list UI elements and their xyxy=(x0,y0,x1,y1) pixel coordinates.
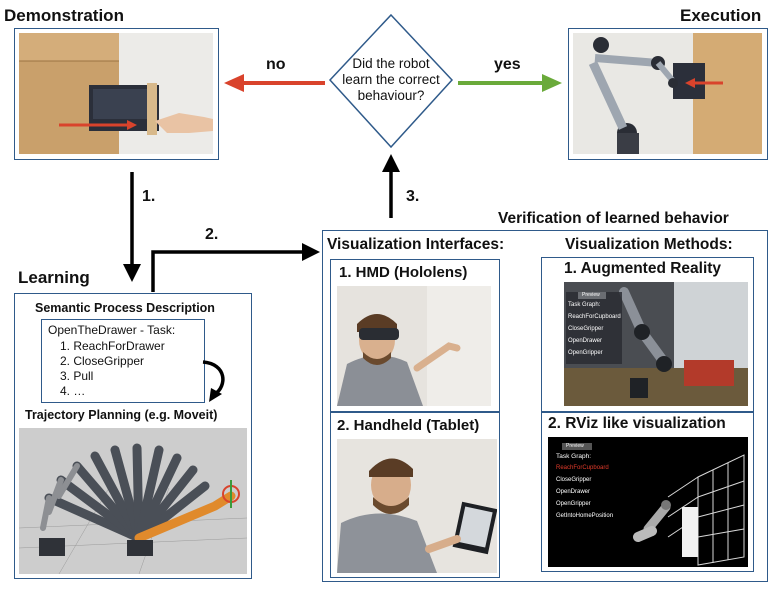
learning-title: Learning xyxy=(18,268,90,287)
handheld-box: 2. Handheld (Tablet) xyxy=(330,412,500,578)
ar-panel-item: CloseGripper xyxy=(568,326,604,332)
step-1-label: 1. xyxy=(142,188,156,205)
yes-label: yes xyxy=(494,56,521,73)
decision-line-3: behaviour? xyxy=(357,88,425,103)
execution-title: Execution xyxy=(680,6,762,25)
rviz-panel-title: Task Graph: xyxy=(556,453,592,460)
demonstration-title: Demonstration xyxy=(4,6,124,25)
methods-title: Visualization Methods: xyxy=(565,236,733,253)
hmd-photo xyxy=(337,286,491,406)
task-list-box: OpenTheDrawer - Task: 1. ReachForDrawer … xyxy=(41,319,205,403)
task-item: 3. Pull xyxy=(60,369,94,383)
step-2-label: 2. xyxy=(205,226,219,243)
task-item: 2. CloseGripper xyxy=(60,354,145,368)
execution-photo xyxy=(573,33,762,154)
ar-image: Preview Task Graph: ReachForCupboard Clo… xyxy=(564,282,748,406)
decision-text: Did the robot learn the correct behaviou… xyxy=(330,56,452,104)
trajectory-image xyxy=(19,428,247,574)
demonstration-photo xyxy=(19,33,213,154)
hmd-box: 1. HMD (Hololens) xyxy=(330,259,500,412)
learning-box: Semantic Process Description OpenTheDraw… xyxy=(14,293,252,579)
rviz-panel-item: GetIntoHomePosition xyxy=(556,513,614,519)
rviz-panel-item: ReachForCupboard xyxy=(556,465,609,471)
ar-panel-item: OpenDrawer xyxy=(568,338,603,344)
decision-line-2: learn the correct xyxy=(342,72,440,87)
rviz-panel-item: OpenGripper xyxy=(556,501,591,507)
ar-panel-item: OpenGripper xyxy=(568,350,603,356)
rviz-panel-item: OpenDrawer xyxy=(556,489,591,495)
task-item: 1. ReachForDrawer xyxy=(60,339,165,353)
rviz-image: Preview Task Graph: ReachForCupboard Clo… xyxy=(548,437,748,567)
rviz-title: 2. RViz like visualization xyxy=(548,415,726,432)
ar-box: 1. Augmented Reality Preview Task Graph:… xyxy=(541,257,754,412)
task-header: OpenTheDrawer - Task: xyxy=(48,323,176,337)
handheld-title: 2. Handheld (Tablet) xyxy=(337,417,480,434)
curved-arrow-icon xyxy=(202,360,225,402)
spd-title: Semantic Process Description xyxy=(35,301,215,315)
ar-panel-item: Task Graph: xyxy=(568,302,601,308)
rviz-panel-header: Preview xyxy=(566,443,584,449)
interfaces-title: Visualization Interfaces: xyxy=(327,236,505,253)
trajectory-title: Trajectory Planning (e.g. Moveit) xyxy=(25,408,218,422)
ar-panel-header: Preview xyxy=(582,292,600,298)
rviz-box: 2. RViz like visualization Preview Task … xyxy=(541,412,754,572)
step-3-label: 3. xyxy=(406,188,420,205)
demonstration-box xyxy=(14,28,219,160)
ar-title: 1. Augmented Reality xyxy=(564,260,722,277)
ar-panel-item: ReachForCupboard xyxy=(568,314,621,320)
verification-title: Verification of learned behavior xyxy=(498,210,729,227)
execution-box xyxy=(568,28,768,160)
rviz-panel-item: CloseGripper xyxy=(556,477,592,483)
task-item: 4. … xyxy=(60,384,86,398)
hmd-title: 1. HMD (Hololens) xyxy=(339,264,468,281)
decision-line-1: Did the robot xyxy=(352,56,430,71)
handheld-photo xyxy=(337,439,497,573)
no-label: no xyxy=(266,56,286,73)
